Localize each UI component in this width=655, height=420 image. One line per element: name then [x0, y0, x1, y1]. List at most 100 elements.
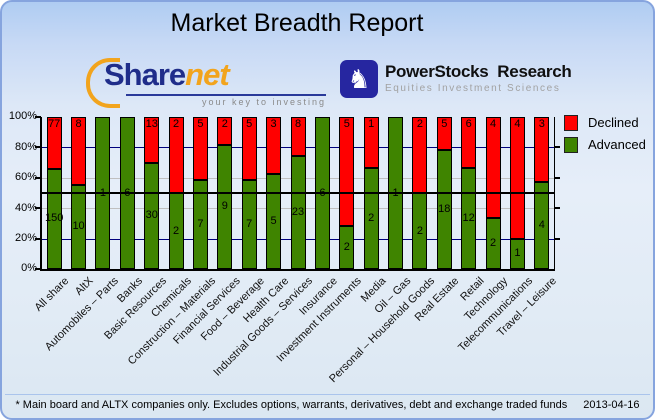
- x-axis-label: All share: [32, 275, 72, 314]
- advanced-swatch-icon: [564, 136, 578, 153]
- bar-segment-advanced: 2: [363, 167, 379, 269]
- declined-value-label: 8: [294, 118, 302, 130]
- bar-real-estate: 5 18: [436, 117, 452, 269]
- declined-value-label: 77: [48, 118, 61, 130]
- bar-segment-advanced: 5: [266, 174, 282, 269]
- footnote: * Main board and ALTX companies only. Ex…: [2, 399, 653, 411]
- bar-segment-declined: 5: [339, 117, 355, 226]
- declined-value-label: 6: [465, 118, 472, 130]
- advanced-value-label: 1: [514, 247, 521, 260]
- sharenet-word-share: Share: [104, 57, 186, 92]
- bar-segment-declined: 77: [46, 117, 62, 169]
- advanced-value-label: 7: [246, 218, 253, 231]
- declined-value-label: 4: [514, 118, 521, 130]
- bar-segment-declined: 8: [71, 117, 87, 185]
- knight-chess-icon: ♞: [340, 60, 378, 98]
- y-axis-tick: [35, 116, 41, 118]
- bar-segment-advanced: 2: [168, 193, 184, 269]
- y-axis-label-80: 80%: [14, 141, 37, 153]
- advanced-value-label: 2: [368, 211, 375, 224]
- powerstocks-name: PowerStocks Research: [385, 62, 572, 81]
- declined-value-label: 3: [270, 118, 277, 130]
- y-axis-label-100: 100%: [8, 110, 37, 122]
- advanced-value-label: 9: [221, 200, 228, 213]
- declined-value-label: 2: [416, 118, 423, 130]
- legend-label-declined: Declined: [588, 115, 639, 130]
- bar-segment-declined: 2: [168, 117, 184, 193]
- advanced-value-label: 150: [45, 212, 64, 225]
- advanced-value-label: 30: [145, 209, 158, 222]
- bar-segment-declined: 5: [436, 117, 452, 151]
- x-labels: All share AltX Automobiles – Parts Banks Bas…: [33, 269, 559, 399]
- bar-segment-declined: 8: [290, 117, 306, 157]
- legend-item-declined: Declined: [564, 114, 646, 131]
- bar-segment-advanced: 30: [144, 162, 160, 269]
- powerstocks-text: PowerStocks Research Equities Investment…: [385, 60, 572, 94]
- y-axis-label-20: 20%: [14, 232, 37, 244]
- bar-segment-declined: 5: [192, 117, 208, 181]
- y-axis-right-tick: [555, 238, 560, 240]
- sharenet-arc-icon: [86, 58, 120, 108]
- legend-label-advanced: Advanced: [588, 137, 646, 152]
- bar-segment-declined: 13: [144, 117, 160, 163]
- y-axis-label-60: 60%: [14, 171, 37, 183]
- bar-segment-declined: 5: [241, 117, 257, 181]
- bar-segment-advanced: 2: [485, 218, 501, 269]
- bar-altx: 8 10: [71, 117, 87, 269]
- y-axis-label-40: 40%: [14, 202, 37, 214]
- advanced-value-label: 4: [538, 219, 545, 232]
- advanced-value-label: 10: [72, 220, 85, 233]
- advanced-value-label: 2: [416, 224, 423, 237]
- bar-segment-advanced: 4: [534, 182, 550, 269]
- advanced-value-label: 2: [343, 240, 350, 253]
- advanced-value-label: 5: [270, 215, 277, 227]
- bar-basic-resources: 13 30: [144, 117, 160, 269]
- bar-segment-advanced: 18: [436, 150, 452, 269]
- declined-value-label: 5: [197, 118, 204, 130]
- y-axis-tick: [35, 177, 41, 179]
- bar-segment-declined: 3: [266, 117, 282, 174]
- bar-segment-declined: 4: [509, 117, 525, 239]
- bar-segment-declined: 2: [412, 117, 428, 193]
- bar-segment-declined: 6: [461, 117, 477, 168]
- declined-value-label: 2: [221, 118, 228, 130]
- bar-segment-declined: 2: [217, 117, 233, 145]
- chart-legend: Declined Advanced: [564, 114, 646, 159]
- bar-segment-advanced: 150: [45, 168, 64, 269]
- fifty-percent-reference-line: [42, 192, 554, 194]
- bar-segment-advanced: 12: [461, 167, 477, 269]
- sharenet-logo: Sharenet your key to investing: [86, 57, 334, 108]
- legend-item-advanced: Advanced: [564, 136, 646, 153]
- bar-segment-advanced: 9: [217, 144, 233, 269]
- declined-value-label: 5: [441, 118, 448, 130]
- y-axis-tick: [35, 268, 41, 270]
- footnote-text: * Main board and ALTX companies only. Ex…: [15, 399, 568, 411]
- bar-segment-advanced: 2: [412, 193, 428, 269]
- sharenet-word-net: net: [185, 57, 229, 92]
- bar-segment-advanced: 2: [339, 225, 355, 269]
- advanced-value-label: 18: [438, 203, 451, 216]
- sharenet-tagline: your key to investing: [126, 94, 326, 107]
- advanced-value-label: 23: [291, 206, 305, 219]
- bar-segment-advanced: 7: [192, 180, 208, 269]
- plot-area: 7715081016133022572957358236521212251861…: [40, 117, 555, 271]
- bar-segment-advanced: 1: [509, 238, 525, 269]
- sharenet-wordmark: Sharenet: [104, 57, 230, 92]
- y-axis-right-tick: [555, 146, 560, 148]
- declined-value-label: 2: [173, 118, 180, 130]
- y-axis-label-0: 0%: [21, 262, 37, 274]
- declined-value-label: 5: [343, 118, 350, 130]
- bar-industrial-goods-services: 8 23: [290, 117, 306, 269]
- bar-segment-advanced: 7: [241, 180, 257, 269]
- bar-segment-declined: 3: [534, 117, 550, 183]
- bar-segment-advanced: 23: [290, 156, 306, 269]
